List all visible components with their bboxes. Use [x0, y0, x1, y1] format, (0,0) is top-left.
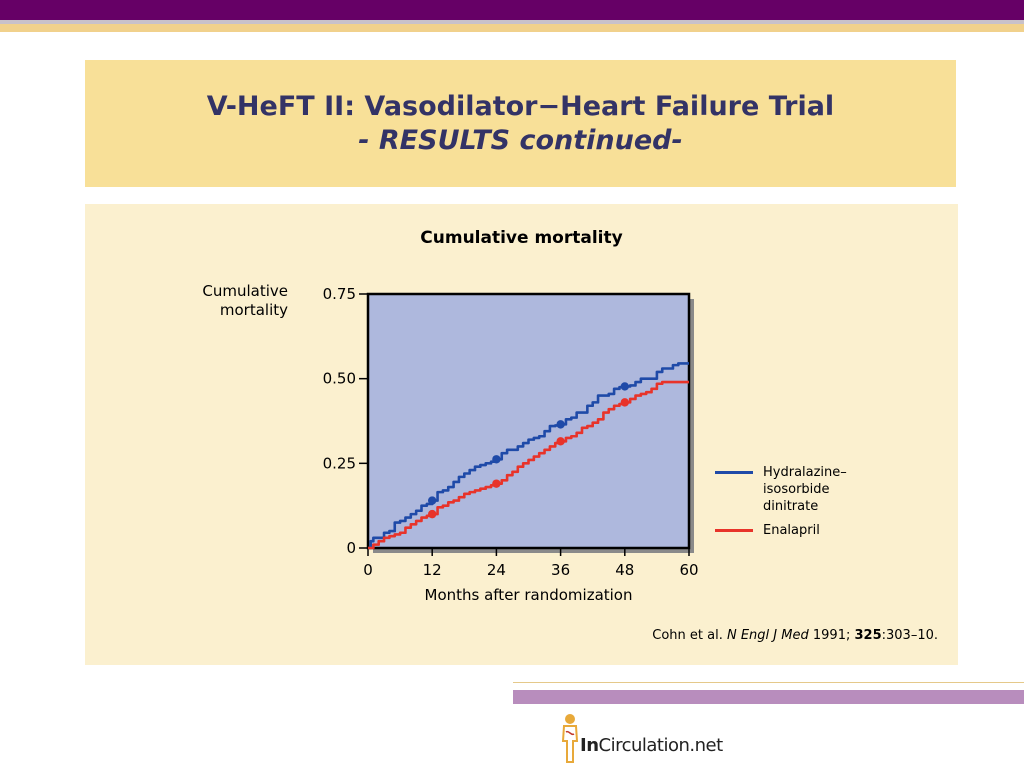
y-tick-label: 0.50	[323, 370, 356, 388]
legend-item-enalapril: Enalapril	[715, 522, 883, 539]
citation-pages: :303–10.	[881, 628, 938, 643]
marker-hydralazine	[492, 455, 501, 464]
y-tick-label: 0	[346, 539, 356, 557]
x-tick-label: 12	[423, 561, 442, 579]
citation-year: 1991;	[812, 628, 851, 643]
citation-volume: 325	[854, 628, 882, 643]
x-tick-label: 24	[487, 561, 506, 579]
chart-panel: Cumulative mortality Cumulative mortalit…	[85, 204, 958, 665]
title-box: V-HeFT II: Vasodilator−Heart Failure Tri…	[85, 60, 956, 187]
legend-item-hydralazine: Hydralazine– isosorbide dinitrate	[715, 464, 883, 515]
legend-label-hydralazine: Hydralazine– isosorbide dinitrate	[763, 465, 847, 514]
x-tick-label: 48	[615, 561, 634, 579]
x-tick-label: 60	[679, 561, 698, 579]
footer-stripe	[513, 690, 1024, 704]
mortality-chart: 0 0.25 0.50 0.75 0 12 24 36 48 60 Months after ra…	[323, 285, 699, 604]
citation-journal: N Engl J Med	[726, 628, 809, 643]
slide-subtitle: - RESULTS continued-	[358, 124, 683, 156]
marker-hydralazine	[428, 496, 437, 505]
x-tick-label: 36	[551, 561, 570, 579]
legend-swatch-hydralazine	[715, 471, 753, 474]
y-axis-title: Cumulative mortality	[202, 282, 288, 319]
citation: Cohn et al. N Engl J Med 1991; 325:303–1…	[652, 628, 938, 643]
citation-authors: Cohn et al.	[652, 628, 723, 643]
x-axis-title: Months after randomization	[425, 586, 633, 604]
marker-hydralazine	[556, 420, 565, 429]
legend-swatch-enalapril	[715, 529, 753, 532]
legend-label-enalapril: Enalapril	[763, 523, 820, 538]
chart-title: Cumulative mortality	[420, 228, 623, 248]
marker-hydralazine	[620, 382, 629, 391]
marker-enalapril	[620, 398, 629, 407]
marker-enalapril	[556, 437, 565, 446]
marker-enalapril	[428, 509, 437, 519]
header-stripe-gray	[0, 20, 1024, 24]
marker-enalapril	[492, 479, 501, 488]
logo-wordmark: InCirculation.net	[580, 735, 723, 756]
slide-title: V-HeFT II: Vasodilator−Heart Failure Tri…	[206, 90, 835, 122]
header-band	[0, 0, 1024, 20]
figure-logo-icon	[561, 714, 579, 763]
footer-stripe-thin	[513, 682, 1024, 683]
x-tick-label: 0	[363, 561, 373, 579]
y-tick-label: 0.25	[323, 454, 356, 472]
incirculation-logo: InCirculation.net	[556, 708, 756, 764]
header-stripe-gold	[0, 24, 1024, 32]
y-tick-label: 0.75	[323, 285, 356, 303]
